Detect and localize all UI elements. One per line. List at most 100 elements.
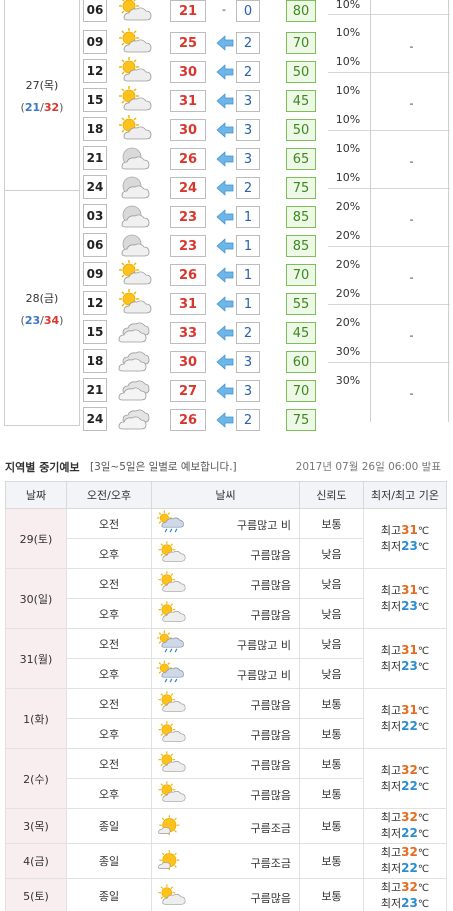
grid-vertical-line [370,0,371,422]
weather-text: 구름많고 비 [236,639,291,652]
precip-probability: 20% [335,287,361,300]
max-temp: 32 [401,845,418,859]
forecast-temperature: 최고32℃ 최저22℃ [363,808,447,844]
forecast-period: 오후 [66,538,152,569]
precip-probability: 20% [335,316,361,329]
midterm-forecast: 지역별 중기예보 [3일~5일은 일별로 예보합니다.] 2017년 07월 2… [0,452,453,911]
forecast-date: 2(수) [5,748,67,809]
wind-speed: 0 [236,0,260,22]
temp-unit: ℃ [417,585,430,597]
hour-label: 03 [83,204,107,228]
max-temp-line: 최고32℃ [364,880,446,896]
cloud-icon [116,347,152,375]
day-temp-range: (21/32) [20,100,64,114]
temp-unit: ℃ [417,883,430,894]
sun-cloud-icon [156,780,186,806]
max-label: 최고 [380,643,402,657]
weather-text: 구름많음 [250,699,291,712]
grid-line [328,72,450,73]
min-temp-line: 최저23℃ [364,599,446,615]
humidity: 70 [286,32,316,54]
max-temp: 31 [401,642,418,657]
rainfall-value: - [409,213,414,226]
wind-arrow-icon [216,294,234,314]
wind-speed: 2 [236,32,260,54]
forecast-date: 29(토) [5,508,67,569]
forecast-weather-cell: 구름많음 [151,748,300,779]
min-label: 최저 [380,599,402,613]
hourly-row: 18 30 3 60 [80,347,453,376]
min-label: 최저 [380,539,402,553]
hour-temperature: 30 [170,119,206,141]
hourly-row: 09 25 2 70 [80,28,453,57]
day-name: 27(목) [25,78,59,92]
hourly-row: 06 23 1 85 [80,231,453,260]
table-row: 3(목) 종일 구름조금 보통 최고32℃ 최저22℃ [5,808,447,844]
wind-direction-none: - [222,3,226,16]
min-temp-line: 최저23℃ [364,896,446,911]
forecast-date: 5(토) [5,878,67,911]
hour-temperature: 31 [170,90,206,112]
hourly-row: 09 26 1 70 [80,260,453,289]
weather-text: 구름많음 [250,789,291,802]
temp-unit: ℃ [417,848,430,859]
wind-arrow-icon [216,323,234,343]
cloud-icon [116,376,152,404]
rainfall-value: - [409,155,414,168]
forecast-weather-cell: 구름많음 [151,778,300,809]
hourly-row: 24 24 2 75 [80,173,453,202]
temp-unit: ℃ [417,829,430,840]
min-temp-line: 최저22℃ [364,719,446,735]
sun-cloud-icon [116,289,152,317]
table-header-row: 날짜 오전/오후 날씨 신뢰도 최저/최고 기온 [5,481,447,509]
min-label: 최저 [380,779,402,793]
rainfall-value: - [409,329,414,342]
humidity: 55 [286,293,316,315]
hourly-row: 06 21 -0 80 [80,0,453,25]
forecast-confidence: 보통 [299,878,364,911]
wind-arrow-icon [216,265,234,285]
sun-cloud-icon [156,690,186,716]
hour-temperature: 24 [170,177,206,199]
precip-probability: 20% [335,258,361,271]
max-label: 최고 [380,583,402,597]
wind-arrow-icon [216,33,234,53]
grid-line [328,304,450,305]
moon-cloud-icon [116,202,152,230]
hour-temperature: 33 [170,322,206,344]
forecast-confidence: 보통 [299,688,364,719]
forecast-weather-cell: 구름많음 [151,538,300,569]
temp-unit: ℃ [417,864,430,875]
forecast-period: 오전 [66,568,152,599]
forecast-weather-cell: 구름많음 [151,718,300,749]
forecast-temperature: 최고31℃ 최저23℃ [363,508,447,569]
hourly-row: 15 31 3 45 [80,86,453,115]
precip-probability: 20% [335,200,361,213]
temp-unit: ℃ [417,705,430,717]
forecast-period: 오후 [66,718,152,749]
forecast-date: 4(금) [5,843,67,879]
max-temp: 31 [401,522,418,537]
forecast-temperature: 최고31℃ 최저22℃ [363,688,447,749]
wind-arrow-icon [216,352,234,372]
precip-probability: 10% [335,142,361,155]
hourly-row: 03 23 1 85 [80,202,453,231]
weather-text: 구름조금 [250,821,291,835]
humidity: 70 [286,264,316,286]
max-label: 최고 [380,846,402,859]
table-row: 오후 구름많음 낮음 [6,538,447,569]
table-row: 오후 구름많음 낮음 [6,598,447,629]
grid-line [328,130,450,131]
hour-label: 06 [83,233,107,257]
humidity: 45 [286,90,316,112]
weather-text: 구름많음 [250,549,291,562]
grid-vertical-line [448,0,449,422]
header-date: 날짜 [5,481,67,509]
table-row: 1(화) 오전 구름많음 보통 최고31℃ 최저22℃ [5,688,447,749]
max-label: 최고 [380,703,402,717]
wind-speed: 1 [236,235,260,257]
moon-cloud-icon [116,231,152,259]
hour-label: 15 [83,88,107,112]
precip-probability: 10% [335,84,361,97]
forecast-date: 30(일) [5,568,67,629]
